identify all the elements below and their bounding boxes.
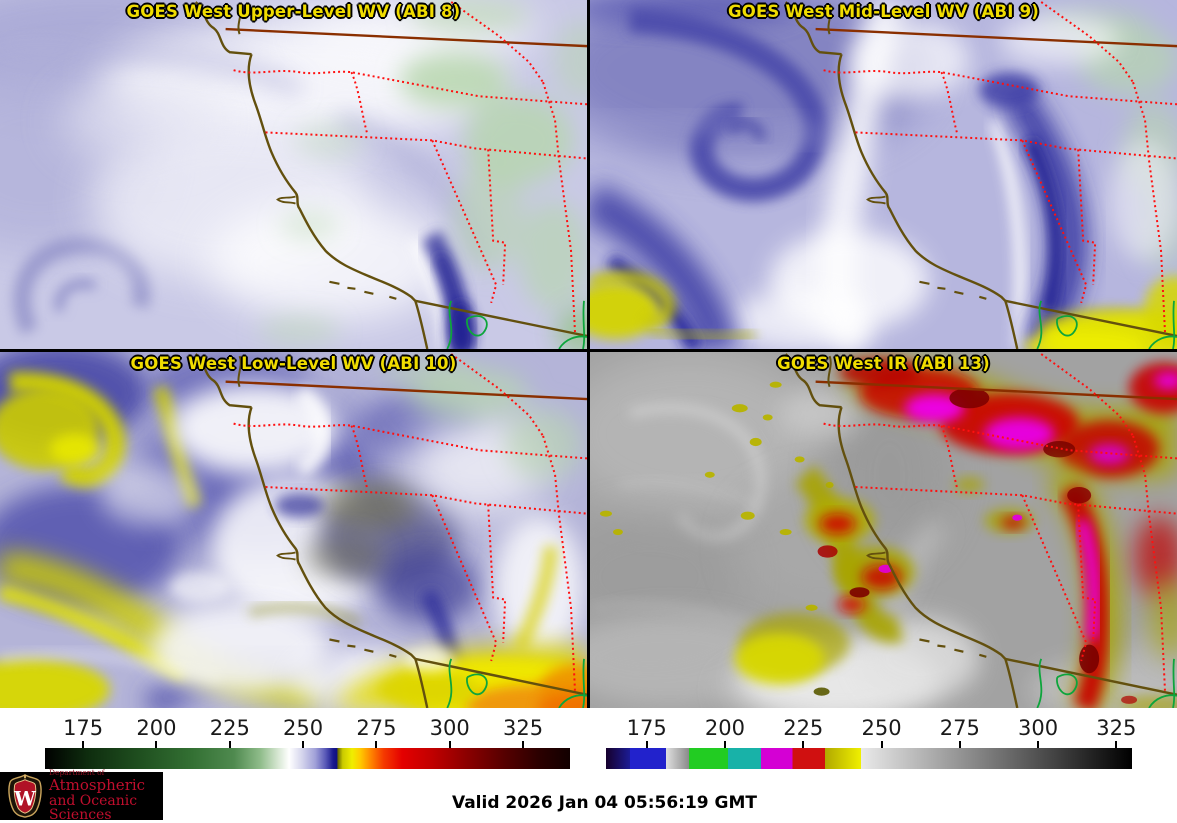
logo-text: Department of Atmospheric and Oceanic Sc… bbox=[49, 769, 163, 823]
colorbar-tick-label: 200 bbox=[704, 716, 746, 740]
valid-timestamp: Valid 2026 Jan 04 05:56:19 GMT bbox=[451, 793, 758, 813]
colorbar-tick-label: 325 bbox=[1096, 716, 1137, 740]
colorbar-tick-mark bbox=[958, 741, 961, 748]
colorbar-tick-mark bbox=[302, 741, 305, 748]
colorbar-tick-mark bbox=[375, 741, 378, 748]
colorbar-tick-label: 250 bbox=[861, 716, 902, 740]
colorbar-tick-mark bbox=[880, 741, 883, 748]
logo-line1: Atmospheric bbox=[49, 775, 146, 794]
colorbar-tick-mark bbox=[155, 741, 158, 748]
uw-aos-logo: W Department of Atmospheric and Oceanic … bbox=[0, 769, 163, 823]
panel-abi10: GOES West Low-Level WV (ABI 10) bbox=[0, 352, 587, 708]
panel-abi13: GOES West IR (ABI 13) bbox=[590, 352, 1177, 708]
colorbar-tick-mark bbox=[82, 741, 85, 748]
satellite-image-abi10 bbox=[0, 352, 587, 708]
panel-abi8: GOES West Upper-Level WV (ABI 8) bbox=[0, 0, 587, 349]
colorbar-tick-mark bbox=[802, 741, 805, 748]
uw-crest-icon: W bbox=[8, 774, 42, 818]
colorbar-tick-mark bbox=[448, 741, 451, 748]
wv-colorbar: 175 200 225 250 275 300 325 bbox=[45, 708, 570, 778]
wv-colorbar-gradient bbox=[45, 748, 570, 769]
colorbar-tick-label: 300 bbox=[429, 716, 470, 740]
satellite-image-abi9 bbox=[590, 0, 1177, 349]
ir-colorbar: 175 200 225 250 275 300 325 bbox=[606, 708, 1136, 778]
colorbar-tick-mark bbox=[522, 741, 525, 748]
colorbar-tick-label: 275 bbox=[939, 716, 980, 740]
logo-line2: and Oceanic Sciences bbox=[49, 792, 138, 823]
colorbar-tick-label: 250 bbox=[283, 716, 324, 740]
colorbar-tick-mark bbox=[645, 741, 648, 748]
colorbar-tick-mark bbox=[228, 741, 231, 748]
colorbar-tick-label: 175 bbox=[63, 716, 104, 740]
satellite-image-abi8 bbox=[0, 0, 587, 349]
panel-grid: GOES West Upper-Level WV (ABI 8) bbox=[0, 0, 1177, 708]
logo-dept-line: Department of bbox=[49, 768, 105, 777]
colorbar-tick-label: 275 bbox=[356, 716, 397, 740]
colorbar-tick-label: 300 bbox=[1018, 716, 1059, 740]
footer: 175 200 225 250 275 300 325 175 200 225 250 275 300… bbox=[0, 708, 1177, 823]
colorbar-tick-label: 200 bbox=[136, 716, 177, 740]
crest-letter: W bbox=[13, 788, 36, 811]
colorbar-tick-label: 175 bbox=[626, 716, 667, 740]
colorbar-tick-mark bbox=[723, 741, 726, 748]
satellite-image-abi13 bbox=[590, 352, 1177, 708]
colorbar-tick-mark bbox=[1115, 741, 1118, 748]
panel-abi9: GOES West Mid-Level WV (ABI 9) bbox=[590, 0, 1177, 349]
colorbar-tick-label: 225 bbox=[209, 716, 250, 740]
ir-colorbar-gradient bbox=[606, 748, 1132, 769]
colorbar-tick-mark bbox=[1037, 741, 1040, 748]
colorbar-tick-label: 225 bbox=[783, 716, 824, 740]
colorbar-tick-label: 325 bbox=[503, 716, 544, 740]
